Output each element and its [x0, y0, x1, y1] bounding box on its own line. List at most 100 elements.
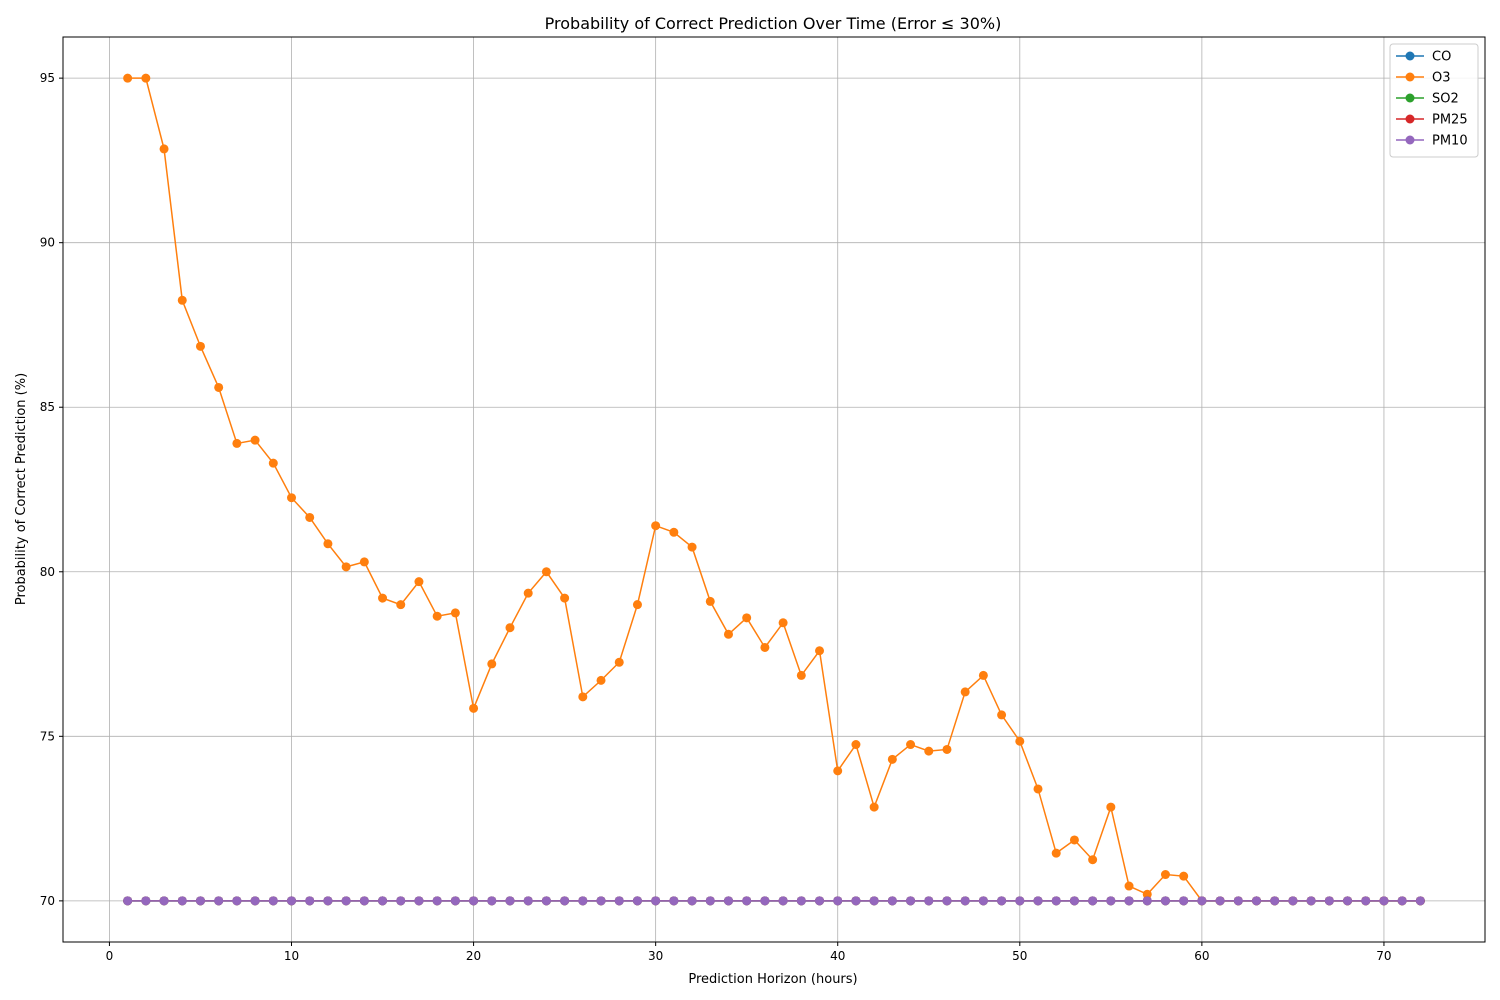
legend-label: CO	[1432, 50, 1451, 65]
data-point-o3	[669, 527, 679, 537]
data-point-pm10	[141, 896, 151, 906]
data-point-pm10	[760, 896, 770, 906]
data-point-pm10	[214, 896, 224, 906]
data-point-o3	[305, 512, 315, 522]
data-point-o3	[1179, 871, 1189, 881]
y-tick-label: 80	[40, 565, 55, 579]
data-point-pm10	[378, 896, 388, 906]
data-point-o3	[760, 642, 770, 652]
data-point-o3	[396, 600, 406, 610]
data-point-o3	[341, 562, 351, 572]
data-point-pm10	[177, 896, 187, 906]
data-point-pm10	[1361, 896, 1371, 906]
series-lines	[123, 73, 1425, 906]
data-point-pm10	[305, 896, 315, 906]
legend-marker	[1405, 72, 1415, 82]
data-point-pm10	[1343, 896, 1353, 906]
data-point-o3	[1088, 855, 1098, 865]
legend-item-co: CO	[1396, 50, 1451, 65]
data-point-pm10	[414, 896, 424, 906]
data-point-pm10	[924, 896, 934, 906]
legend-item-o3: O3	[1396, 71, 1451, 86]
y-axis-ticks: 70 75 80 85 90 95	[40, 71, 63, 908]
data-point-o3	[1051, 848, 1061, 858]
y-tick-label: 85	[40, 400, 55, 414]
x-tick-label: 10	[284, 949, 299, 963]
data-point-pm10	[1106, 896, 1116, 906]
data-point-pm10	[1324, 896, 1334, 906]
data-point-pm10	[687, 896, 697, 906]
data-point-o3	[887, 754, 897, 764]
data-point-o3	[232, 438, 242, 448]
series-line-o3	[127, 77, 1421, 902]
data-point-pm10	[887, 896, 897, 906]
legend-marker	[1405, 114, 1415, 124]
data-point-o3	[778, 618, 788, 628]
data-point-o3	[796, 670, 806, 680]
data-point-o3	[268, 458, 278, 468]
data-point-o3	[705, 596, 715, 606]
data-point-pm10	[578, 896, 588, 906]
data-point-pm10	[632, 896, 642, 906]
data-point-pm10	[1215, 896, 1225, 906]
data-point-pm10	[1379, 896, 1389, 906]
data-point-pm10	[942, 896, 952, 906]
data-point-o3	[578, 692, 588, 702]
data-point-pm10	[1233, 896, 1243, 906]
data-point-o3	[159, 144, 169, 154]
data-point-pm10	[450, 896, 460, 906]
legend-box	[1389, 43, 1479, 158]
data-point-o3	[869, 802, 879, 812]
data-point-pm10	[396, 896, 406, 906]
data-point-pm10	[851, 896, 861, 906]
data-point-pm10	[723, 896, 733, 906]
data-point-pm10	[1142, 896, 1152, 906]
data-point-pm10	[523, 896, 533, 906]
x-tick-label: 60	[1194, 949, 1209, 963]
data-point-pm10	[1179, 896, 1189, 906]
data-point-o3	[141, 73, 151, 83]
data-point-o3	[287, 493, 297, 503]
legend-label: SO2	[1432, 92, 1459, 107]
data-point-pm10	[669, 896, 679, 906]
legend-marker	[1405, 93, 1415, 103]
data-point-pm10	[651, 896, 661, 906]
data-point-o3	[323, 539, 333, 549]
legend-label: O3	[1432, 71, 1451, 86]
data-point-o3	[815, 646, 825, 656]
x-tick-label: 30	[648, 949, 663, 963]
data-point-o3	[614, 657, 624, 667]
x-tick-label: 50	[1012, 949, 1027, 963]
plot-frame	[62, 36, 1486, 943]
data-point-pm10	[323, 896, 333, 906]
data-point-pm10	[1251, 896, 1261, 906]
data-point-o3	[632, 600, 642, 610]
y-tick-label: 75	[40, 729, 55, 743]
data-point-pm10	[1306, 896, 1316, 906]
data-point-o3	[1015, 736, 1025, 746]
data-point-o3	[851, 740, 861, 750]
data-point-o3	[1033, 784, 1043, 794]
legend-item-so2: SO2	[1396, 92, 1459, 107]
data-point-pm10	[469, 896, 479, 906]
data-point-pm10	[1051, 896, 1061, 906]
data-point-pm10	[505, 896, 515, 906]
data-point-o3	[560, 593, 570, 603]
data-point-o3	[651, 521, 661, 531]
data-point-o3	[687, 542, 697, 552]
data-point-o3	[960, 687, 970, 697]
data-point-pm10	[232, 896, 242, 906]
data-point-pm10	[432, 896, 442, 906]
data-point-pm10	[1069, 896, 1079, 906]
data-point-pm10	[560, 896, 570, 906]
data-point-o3	[978, 670, 988, 680]
data-point-o3	[450, 608, 460, 618]
data-point-pm10	[705, 896, 715, 906]
data-point-o3	[997, 710, 1007, 720]
x-tick-label: 0	[106, 949, 114, 963]
legend: CO O3 SO2 PM25 PM10	[1389, 43, 1479, 158]
data-point-o3	[596, 675, 606, 685]
data-point-o3	[1069, 835, 1079, 845]
data-point-pm10	[1397, 896, 1407, 906]
data-point-o3	[177, 295, 187, 305]
